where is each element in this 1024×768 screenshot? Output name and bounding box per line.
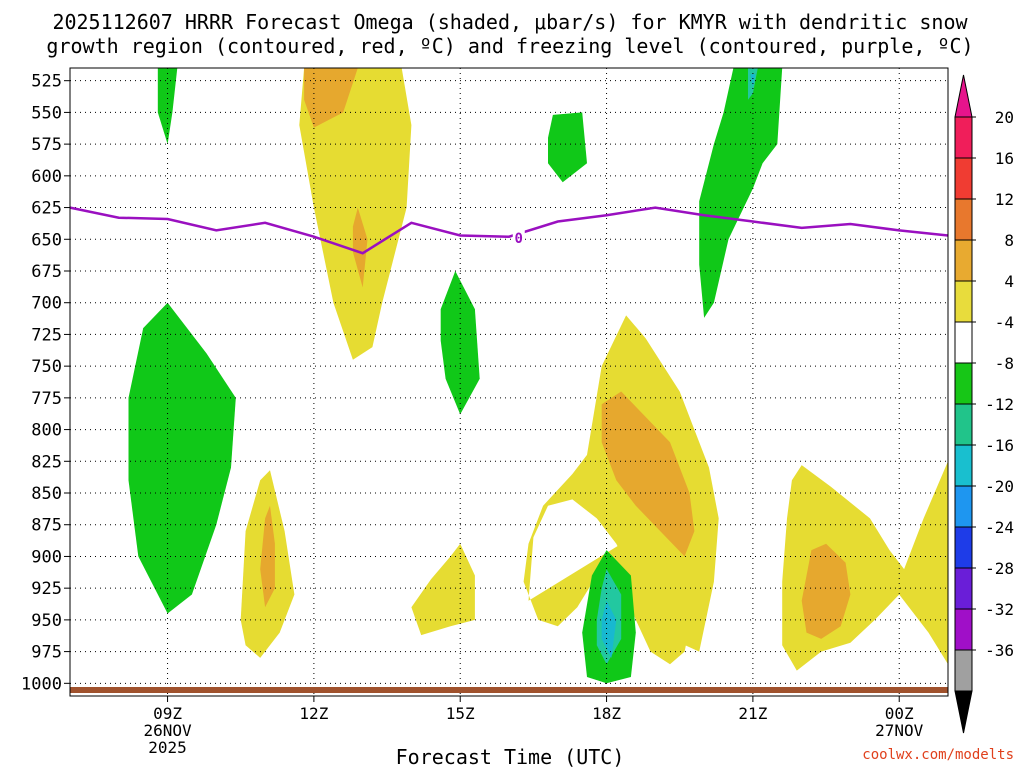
omega-region-orange-1 bbox=[304, 68, 358, 128]
freezing-level-contour: 0 bbox=[69, 206, 949, 255]
x-tick-label-09Z-line1: 09Z bbox=[153, 704, 182, 723]
colorbar-swatch-8 bbox=[954, 444, 973, 487]
y-tick-label-800: 800 bbox=[31, 421, 62, 441]
freezing-level-label: 0 bbox=[515, 231, 523, 247]
colorbar-label--12: -12 bbox=[985, 395, 1014, 414]
x-tick-label-12Z-line1: 12Z bbox=[299, 704, 328, 723]
omega-region-green-7 bbox=[440, 271, 480, 415]
y-tick-label-775: 775 bbox=[31, 389, 62, 409]
chart-title-line2: growth region (contoured, red, ºC) and f… bbox=[46, 34, 973, 58]
colorbar-label--16: -16 bbox=[985, 436, 1014, 455]
colorbar-swatch-10 bbox=[954, 526, 973, 569]
colorbar-label--4: -4 bbox=[995, 313, 1014, 332]
x-tick-label-18Z-line1: 18Z bbox=[592, 704, 621, 723]
omega-region-yellow-0 bbox=[299, 68, 412, 360]
y-tick-label-600: 600 bbox=[31, 167, 62, 187]
omega-region-orange-11 bbox=[601, 391, 695, 557]
y-tick-label-550: 550 bbox=[31, 103, 62, 123]
omega-region-green-3 bbox=[157, 68, 178, 145]
colorbar-bottom-arrow bbox=[954, 690, 973, 734]
colorbar-swatch-5 bbox=[954, 321, 973, 364]
x-tick-label-00Z-line1: 00Z bbox=[885, 704, 914, 723]
y-tick-label-950: 950 bbox=[31, 611, 62, 631]
colorbar-swatch-6 bbox=[954, 362, 973, 405]
omega-region-cyan-17 bbox=[750, 74, 756, 87]
x-axis-label: Forecast Time (UTC) bbox=[396, 745, 625, 768]
chart-title-line1: 2025112607 HRRR Forecast Omega (shaded, … bbox=[52, 10, 968, 34]
freezing-level-label-bg bbox=[512, 230, 525, 247]
colorbar-swatch-7 bbox=[954, 403, 973, 446]
y-tick-label-900: 900 bbox=[31, 547, 62, 567]
y-tick-label-725: 725 bbox=[31, 325, 62, 345]
y-tick-label-525: 525 bbox=[31, 72, 62, 92]
omega-region-green-15 bbox=[699, 68, 783, 318]
x-tick-label-21Z-line1: 21Z bbox=[738, 704, 767, 723]
colorbar-swatch-13 bbox=[954, 649, 973, 692]
colorbar-swatch-2 bbox=[954, 198, 973, 241]
omega-region-yellow-9 bbox=[411, 543, 475, 636]
colorbar-swatch-9 bbox=[954, 485, 973, 528]
x-tick-label-15Z-line1: 15Z bbox=[446, 704, 475, 723]
omega-shaded-regions bbox=[128, 68, 948, 684]
y-tick-label-925: 925 bbox=[31, 579, 62, 599]
colorbar-label--24: -24 bbox=[985, 518, 1014, 537]
colorbar-swatch-1 bbox=[954, 157, 973, 200]
colorbar-label--36: -36 bbox=[985, 641, 1014, 660]
y-tick-label-875: 875 bbox=[31, 516, 62, 536]
omega-region-orange-6 bbox=[260, 505, 275, 608]
colorbar-swatch-12 bbox=[954, 608, 973, 651]
colorbar-label-12: 12 bbox=[995, 190, 1014, 209]
y-tick-label-1000: 1000 bbox=[21, 674, 62, 694]
y-tick-label-650: 650 bbox=[31, 230, 62, 250]
omega-region-yellow-10 bbox=[523, 315, 719, 665]
colorbar-swatch-4 bbox=[954, 280, 973, 323]
y-tick-label-850: 850 bbox=[31, 484, 62, 504]
colorbar-label--28: -28 bbox=[985, 559, 1014, 578]
colorbar-label--32: -32 bbox=[985, 600, 1014, 619]
colorbar-label--8: -8 bbox=[995, 354, 1014, 373]
omega-region-green-8 bbox=[548, 112, 587, 183]
y-tick-label-675: 675 bbox=[31, 262, 62, 282]
colorbar-swatch-3 bbox=[954, 239, 973, 282]
colorbar-legend: 20 16 12 8 4 -4 -8 -12 -16 -20 -24 -28 -32 -36 bbox=[954, 74, 1014, 734]
colorbar-label-8: 8 bbox=[1004, 231, 1014, 250]
y-tick-label-825: 825 bbox=[31, 452, 62, 472]
omega-region-orange-2 bbox=[352, 207, 368, 288]
colorbar-label-4: 4 bbox=[1004, 272, 1014, 291]
y-tick-label-700: 700 bbox=[31, 294, 62, 314]
colorbar-label-16: 16 bbox=[995, 149, 1014, 168]
y-tick-label-975: 975 bbox=[31, 643, 62, 663]
omega-region-orange-19 bbox=[801, 543, 851, 639]
y-tick-label-750: 750 bbox=[31, 357, 62, 377]
x-tick-label-09Z-line3: 2025 bbox=[148, 738, 187, 757]
x-tick-label-00Z-line2: 27NOV bbox=[875, 721, 924, 740]
plot-frame bbox=[69, 67, 949, 697]
colorbar-swatch-11 bbox=[954, 567, 973, 610]
freezing-level-line bbox=[69, 206, 949, 255]
y-tick-label-575: 575 bbox=[31, 135, 62, 155]
y-axis: 525 550 575 600 625 650 675 700 725 750 775 800 825 8… bbox=[21, 72, 70, 694]
omega-region-green-4 bbox=[128, 302, 236, 614]
ground-bar bbox=[70, 687, 948, 693]
omega-region-cyan-14 bbox=[601, 600, 617, 658]
y-tick-label-625: 625 bbox=[31, 199, 62, 219]
x-tick-label-09Z-line2: 26NOV bbox=[143, 721, 192, 740]
site-credit: coolwx.com/modelts bbox=[862, 747, 1014, 763]
colorbar-label--20: -20 bbox=[985, 477, 1014, 496]
colorbar-top-arrow bbox=[954, 74, 973, 118]
colorbar-swatch-0 bbox=[954, 116, 973, 159]
colorbar-label-20: 20 bbox=[995, 108, 1014, 127]
